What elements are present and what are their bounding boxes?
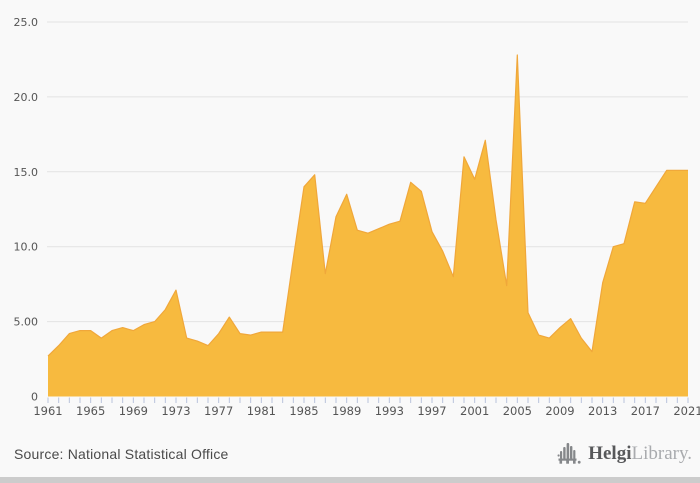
x-tick-label: 1965 xyxy=(76,404,105,418)
helgi-logo-icon xyxy=(557,443,581,464)
y-tick-label: 15.0 xyxy=(14,166,39,179)
y-tick-label: 0 xyxy=(31,391,38,404)
logo-text: HelgiLibrary. xyxy=(588,444,692,463)
area-chart-svg: 0 5.00 10.0 15.0 20.0 25.0 1961 1965 1969 1973 197… xyxy=(14,16,700,418)
x-tick-label: 1993 xyxy=(375,404,404,418)
y-tick-label: 5.00 xyxy=(14,316,39,329)
area-fill xyxy=(48,55,688,397)
x-tick-label: 1977 xyxy=(204,404,233,418)
x-tick-label: 1973 xyxy=(161,404,190,418)
y-axis-labels: 0 5.00 10.0 15.0 20.0 25.0 xyxy=(14,16,39,404)
x-axis-labels: 1961 1965 1969 1973 1977 1981 1985 1989 1993 1997… xyxy=(33,404,700,418)
logo-text-library: Library. xyxy=(631,443,693,464)
x-tick-label: 2017 xyxy=(631,404,660,418)
x-tick-label: 2001 xyxy=(460,404,489,418)
x-axis-ticks xyxy=(47,397,689,403)
area-series xyxy=(47,54,688,397)
chart-footer: Source: National Statistical Office Helg… xyxy=(0,430,700,477)
x-tick-label: 2021 xyxy=(673,404,700,418)
x-tick-label: 1997 xyxy=(417,404,446,418)
area-chart: 0 5.00 10.0 15.0 20.0 25.0 1961 1965 1969 1973 197… xyxy=(14,16,700,418)
bottom-edge-bar xyxy=(0,477,700,483)
x-tick-label: 1961 xyxy=(33,404,62,418)
x-tick-label: 1969 xyxy=(119,404,148,418)
x-tick-label: 2005 xyxy=(503,404,532,418)
y-tick-label: 25.0 xyxy=(14,16,39,29)
x-tick-label: 1989 xyxy=(332,404,361,418)
y-tick-label: 10.0 xyxy=(14,241,39,254)
source-label: Source: National Statistical Office xyxy=(14,445,229,462)
helgilibrary-logo: HelgiLibrary. xyxy=(557,442,692,465)
x-tick-label: 1985 xyxy=(289,404,318,418)
logo-text-helgi: Helgi xyxy=(588,443,632,464)
x-tick-label: 2013 xyxy=(588,404,617,418)
y-tick-label: 20.0 xyxy=(14,91,39,104)
x-tick-label: 1981 xyxy=(247,404,276,418)
area-top-edge xyxy=(47,54,688,357)
x-tick-label: 2009 xyxy=(545,404,574,418)
gridlines xyxy=(47,21,688,323)
